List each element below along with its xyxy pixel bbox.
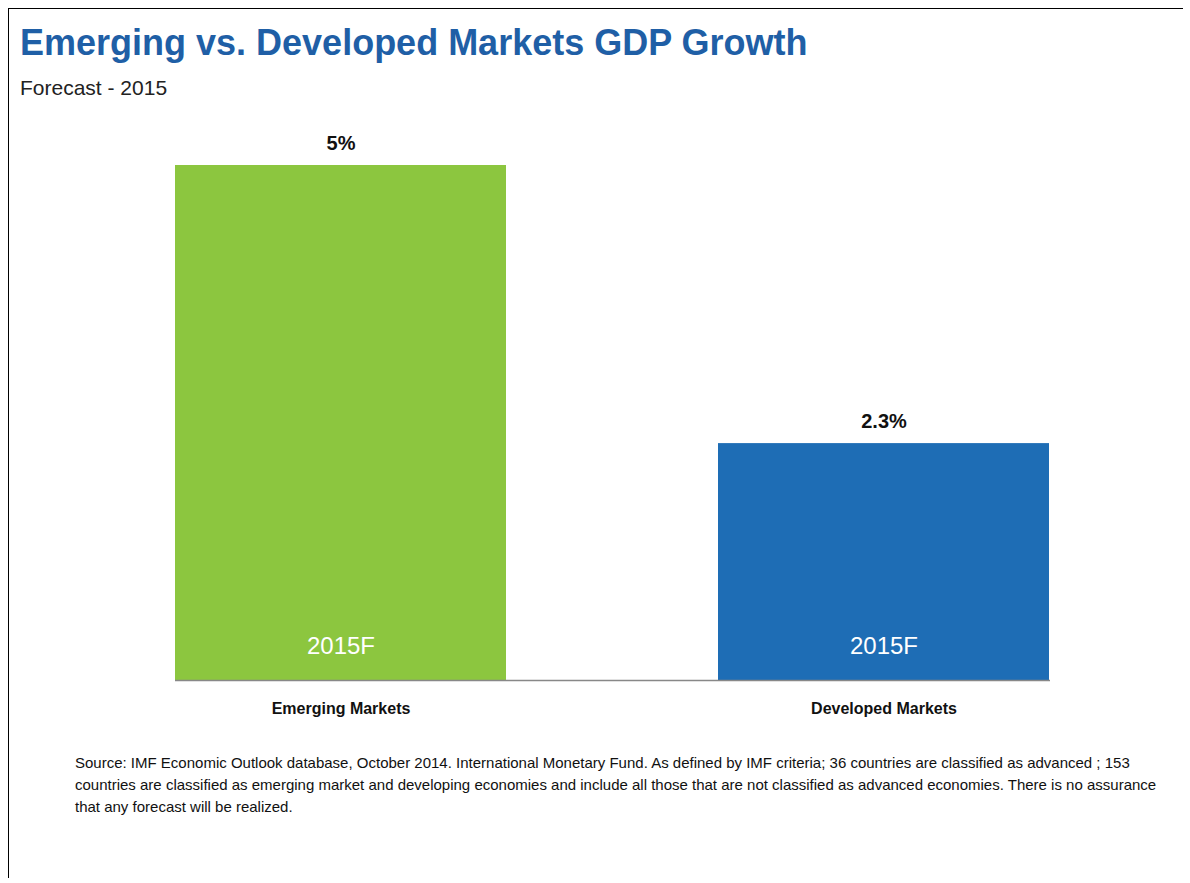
html-text:Forecast - 2015: Forecast - 2015 <box>20 76 168 99</box>
html-text:Emerging vs. Developed Markets: Emerging vs. Developed Markets GDP Growt… <box>20 22 808 63</box>
svg-text:2.3%: 2.3% <box>861 410 907 432</box>
svg-text:2015F: 2015F <box>850 632 918 659</box>
svg-text:5%: 5% <box>327 132 356 154</box>
svg-text:Emerging Markets: Emerging Markets <box>272 700 411 717</box>
html-text:Source: IMF Economic Outlook d: Source: IMF Economic Outlook database, O… <box>75 754 1157 815</box>
svg-text:Developed Markets: Developed Markets <box>811 700 957 717</box>
svg-text:2015F: 2015F <box>307 632 375 659</box>
